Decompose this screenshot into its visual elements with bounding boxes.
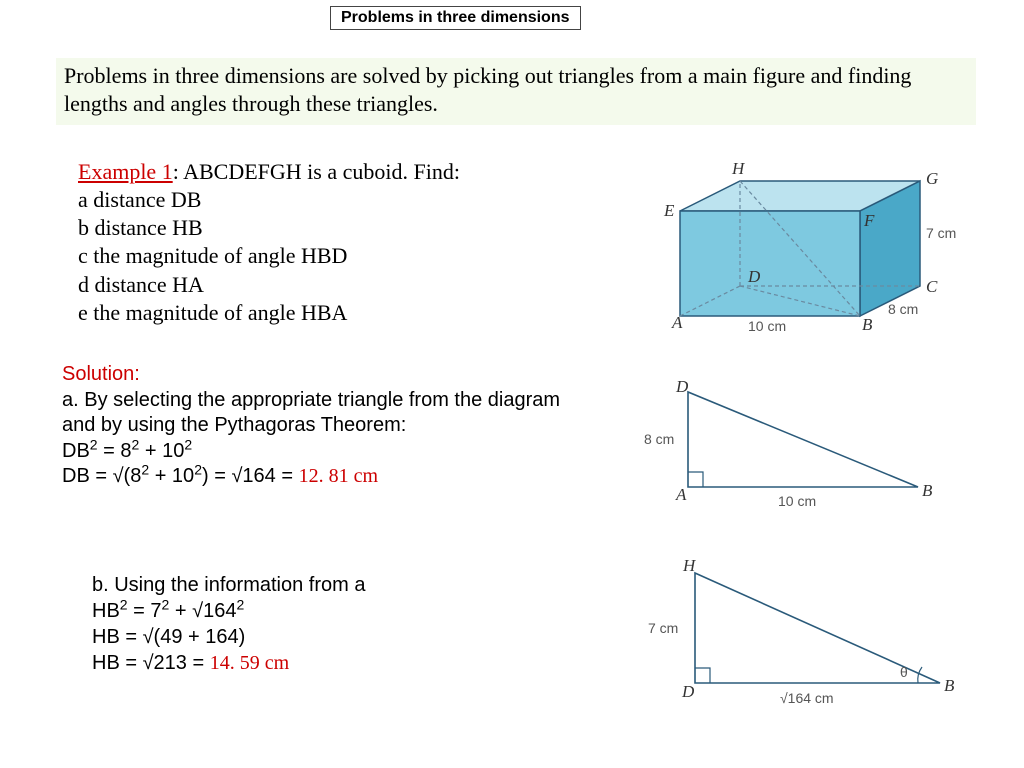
- svg-text:8 cm: 8 cm: [644, 431, 674, 447]
- svg-text:B: B: [922, 481, 933, 500]
- example-label: Example 1: [78, 159, 173, 184]
- solution-b-answer: 14. 59 cm: [210, 652, 289, 674]
- svg-text:10 cm: 10 cm: [778, 493, 816, 509]
- example-item-d: d distance HA: [78, 271, 598, 299]
- solution-label: Solution:: [62, 362, 582, 388]
- intro-text: Problems in three dimensions are solved …: [56, 58, 976, 125]
- example-prompt: : ABCDEFGH is a cuboid. Find:: [173, 159, 460, 184]
- solution-a-block: Solution: a. By selecting the appropriat…: [62, 362, 582, 490]
- example-item-c: c the magnitude of angle HBD: [78, 242, 598, 270]
- solution-b-eq2: HB = √(49 + 164): [92, 624, 572, 650]
- solution-a-text: a. By selecting the appropriate triangle…: [62, 388, 582, 439]
- solution-a-eq2: DB = √(82 + 102) = √164 = 12. 81 cm: [62, 464, 582, 490]
- svg-text:B: B: [944, 676, 955, 695]
- svg-text:D: D: [681, 682, 695, 701]
- solution-a-answer: 12. 81 cm: [299, 465, 378, 487]
- triangle-hdb-diagram: H D B 7 cm √164 cm θ: [640, 555, 980, 725]
- svg-text:F: F: [863, 211, 875, 230]
- example-item-b: b distance HB: [78, 214, 598, 242]
- svg-text:A: A: [671, 313, 683, 332]
- solution-b-text: b. Using the information from a: [92, 572, 572, 598]
- solution-a-eq1: DB2 = 82 + 102: [62, 439, 582, 465]
- svg-text:G: G: [926, 169, 938, 188]
- svg-text:E: E: [663, 201, 675, 220]
- svg-text:C: C: [926, 277, 938, 296]
- svg-text:7 cm: 7 cm: [926, 225, 956, 241]
- svg-text:A: A: [675, 485, 687, 504]
- page-title: Problems in three dimensions: [330, 6, 581, 30]
- example-item-a: a distance DB: [78, 186, 598, 214]
- solution-b-block: b. Using the information from a HB2 = 72…: [92, 572, 572, 676]
- svg-text:√164 cm: √164 cm: [780, 690, 834, 706]
- svg-text:B: B: [862, 315, 873, 334]
- example-block: Example 1: ABCDEFGH is a cuboid. Find: a…: [78, 158, 598, 327]
- solution-b-eq3: HB = √213 = 14. 59 cm: [92, 650, 572, 676]
- svg-text:7 cm: 7 cm: [648, 620, 678, 636]
- cuboid-diagram: A B C D E F G H 10 cm 8 cm 7 cm: [640, 156, 960, 336]
- example-item-e: e the magnitude of angle HBA: [78, 299, 598, 327]
- svg-text:D: D: [675, 377, 689, 396]
- solution-b-eq1: HB2 = 72 + √1642: [92, 598, 572, 624]
- svg-text:8 cm: 8 cm: [888, 301, 918, 317]
- svg-text:H: H: [731, 159, 746, 178]
- svg-text:θ: θ: [900, 664, 908, 680]
- svg-text:D: D: [747, 267, 761, 286]
- svg-text:10 cm: 10 cm: [748, 318, 786, 334]
- triangle-dab-diagram: D A B 8 cm 10 cm: [638, 372, 958, 522]
- svg-text:H: H: [682, 556, 697, 575]
